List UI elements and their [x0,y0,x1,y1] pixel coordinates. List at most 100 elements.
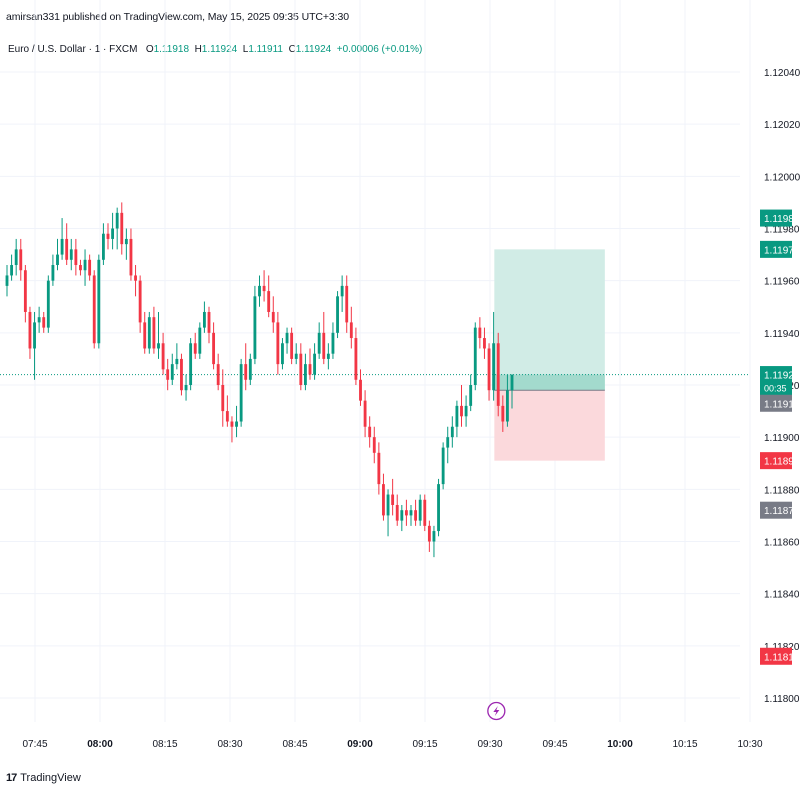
symbol-name[interactable]: Euro / U.S. Dollar · 1 · FXCM [8,44,138,55]
candle[interactable] [157,311,160,359]
candle[interactable] [441,442,445,490]
candle[interactable] [88,254,92,281]
candle[interactable] [143,311,147,354]
target-zone[interactable] [494,249,605,391]
candle[interactable] [437,478,440,537]
candle[interactable] [248,353,252,385]
candle[interactable] [492,311,496,401]
candle[interactable] [391,478,395,516]
candle[interactable] [354,327,358,385]
candle[interactable] [42,311,46,333]
candle[interactable] [478,317,482,349]
candle[interactable] [115,207,119,250]
candle[interactable] [414,499,418,526]
candle[interactable] [129,228,133,281]
candle[interactable] [395,494,399,526]
candle[interactable] [404,499,408,526]
candle[interactable] [244,343,248,391]
candle[interactable] [450,416,454,448]
stop-zone[interactable] [494,390,605,461]
candle[interactable] [455,400,459,438]
candle[interactable] [101,223,105,266]
candle[interactable] [60,218,64,260]
candle[interactable] [230,416,234,443]
candle[interactable] [496,332,500,417]
candle[interactable] [359,369,362,406]
candle[interactable] [23,265,27,323]
candle[interactable] [225,395,229,427]
candle[interactable] [303,353,307,391]
candle[interactable] [79,259,82,276]
candle[interactable] [239,358,243,427]
candle[interactable] [377,442,381,495]
candle[interactable] [262,270,266,302]
candle[interactable] [460,385,463,427]
candle[interactable] [469,374,473,412]
candle[interactable] [294,343,298,365]
candle[interactable] [382,473,385,521]
candle[interactable] [212,322,216,370]
candle[interactable] [322,311,326,365]
candle[interactable] [111,212,115,250]
candle[interactable] [345,275,349,333]
candle[interactable] [92,270,96,349]
candle[interactable] [317,322,321,359]
candle[interactable] [501,395,505,432]
candle[interactable] [505,374,509,427]
candle[interactable] [340,275,344,312]
candle[interactable] [202,301,206,333]
candle[interactable] [83,249,87,286]
candle[interactable] [386,489,390,537]
candle[interactable] [464,395,468,427]
candle[interactable] [175,343,179,370]
candle[interactable] [290,327,294,365]
candle[interactable] [33,311,36,380]
candle[interactable] [28,306,32,359]
candle[interactable] [69,238,73,271]
candle[interactable] [189,338,193,391]
footer-brand[interactable]: TradingView [20,772,81,784]
candle[interactable] [326,343,330,370]
candle[interactable] [487,343,491,401]
candle[interactable] [473,322,477,391]
candle[interactable] [106,223,110,250]
candle[interactable] [427,520,431,552]
candle[interactable] [10,254,14,281]
candle[interactable] [19,238,23,281]
candle[interactable] [161,332,165,375]
candle[interactable] [423,494,427,532]
candle[interactable] [221,369,225,427]
lightning-icon[interactable] [487,701,506,721]
candle[interactable] [170,353,174,385]
candle[interactable] [267,275,271,318]
candle[interactable] [51,254,55,286]
candle[interactable] [372,426,376,464]
candle[interactable] [349,306,353,349]
candle[interactable] [432,525,436,558]
candle[interactable] [124,228,128,260]
candle[interactable] [152,306,156,354]
candle[interactable] [37,306,41,333]
candle[interactable] [313,343,317,380]
candle[interactable] [285,327,289,354]
candle[interactable] [271,296,275,333]
candle[interactable] [14,238,18,276]
candle[interactable] [368,416,372,448]
candle[interactable] [363,390,367,438]
candle[interactable] [276,311,280,375]
candle[interactable] [400,504,404,532]
candle[interactable] [235,405,238,438]
candle[interactable] [138,275,142,333]
candle[interactable] [281,338,284,370]
candle[interactable] [166,358,170,391]
candle[interactable] [97,254,101,349]
candle[interactable] [120,202,124,255]
candle[interactable] [483,327,486,359]
candle[interactable] [193,332,197,359]
candle[interactable] [216,353,220,391]
candle[interactable] [446,426,450,464]
candle[interactable] [409,504,413,526]
candle[interactable] [134,265,137,297]
candle[interactable] [147,311,151,354]
